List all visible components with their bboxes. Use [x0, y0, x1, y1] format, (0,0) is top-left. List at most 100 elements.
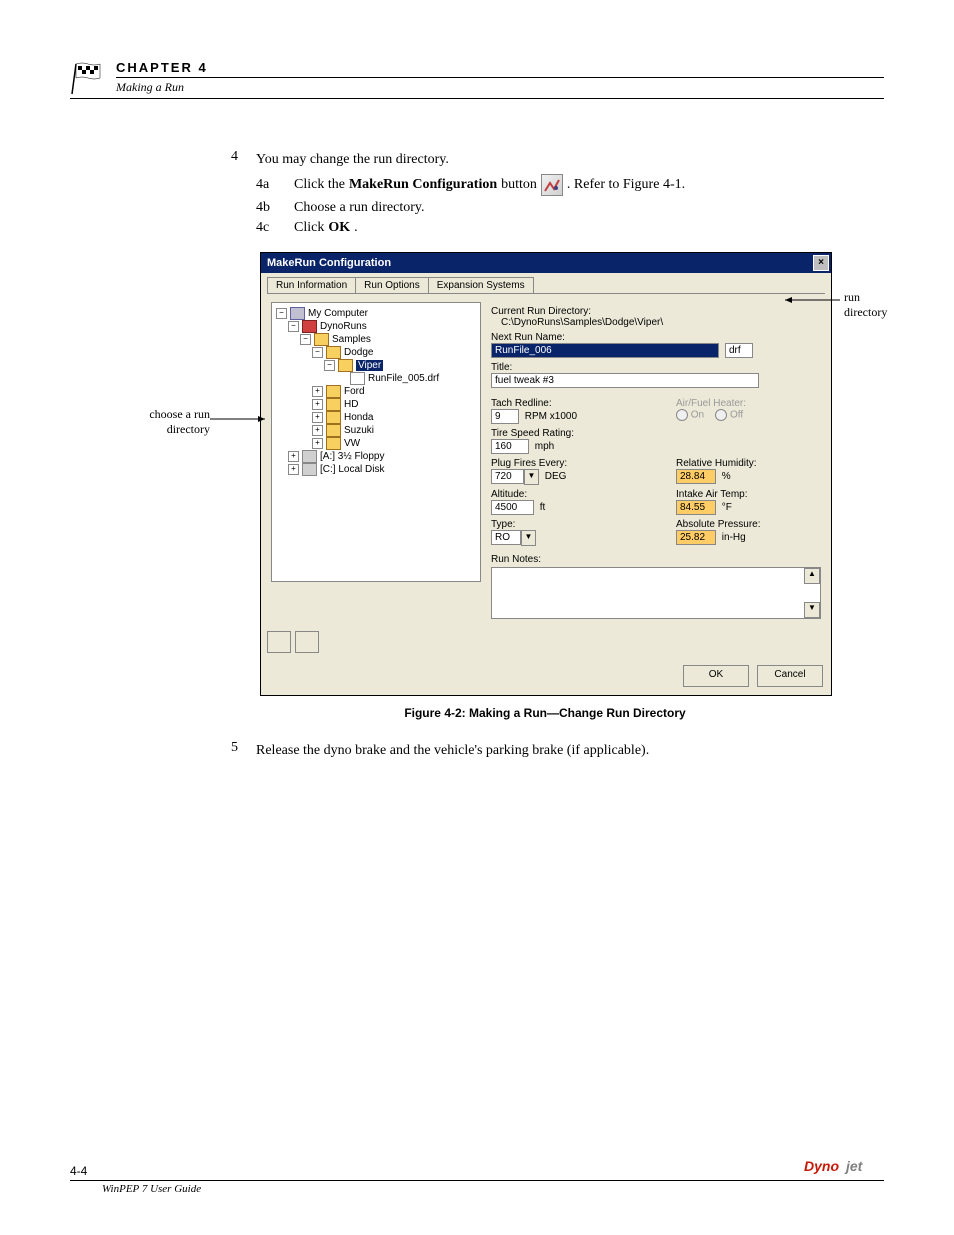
floppy-icon — [302, 450, 317, 463]
dialog-title: MakeRun Configuration — [267, 257, 391, 269]
collapse-icon[interactable]: − — [276, 308, 287, 319]
expand-icon[interactable]: + — [312, 386, 323, 397]
scroll-up-icon[interactable]: ▲ — [804, 568, 820, 584]
page-header: CHAPTER 4 Making a Run — [70, 60, 884, 99]
page-footer: 4-4 Dyno jet WinPEP 7 User Guide — [70, 1161, 884, 1195]
toolbar-button-2[interactable] — [295, 631, 319, 653]
plug-units: DEG — [545, 471, 567, 482]
tree-node-selected[interactable]: Viper — [356, 360, 383, 371]
page-number: 4-4 — [70, 1164, 87, 1180]
tree-node[interactable]: [A:] 3½ Floppy — [320, 451, 384, 462]
callout-choose-directory: choose a run directory — [110, 407, 210, 437]
folder-icon — [326, 424, 341, 437]
tree-node[interactable]: Samples — [332, 334, 371, 345]
step-4b: 4b Choose a run directory. — [256, 200, 884, 216]
tree-node[interactable]: RunFile_005.drf — [368, 373, 439, 384]
dialog-footer: OK Cancel — [261, 657, 831, 695]
expand-icon[interactable]: + — [312, 425, 323, 436]
alt-input[interactable]: 4500 — [491, 500, 534, 515]
folder-icon — [326, 385, 341, 398]
text: . Refer to Figure 4-1. — [567, 177, 685, 193]
tab-run-options[interactable]: Run Options — [355, 277, 429, 293]
tire-label: Tire Speed Rating: — [491, 428, 821, 439]
file-icon — [350, 372, 365, 385]
alt-units: ft — [540, 502, 546, 513]
next-name-input[interactable]: RunFile_006 — [491, 343, 719, 358]
makerun-config-icon — [541, 174, 563, 196]
expand-icon[interactable]: + — [312, 438, 323, 449]
ext-input[interactable]: drf — [725, 343, 753, 358]
checkered-flag-icon — [70, 60, 106, 96]
radio-label: On — [691, 410, 704, 421]
tree-node[interactable]: HD — [344, 399, 358, 410]
intake-units: °F — [722, 502, 732, 513]
current-dir-value: C:\DynoRuns\Samples\Dodge\Viper\ — [501, 317, 821, 328]
abspress-input[interactable]: 25.82 — [676, 530, 716, 545]
tree-node[interactable]: Ford — [344, 386, 365, 397]
dropdown-icon[interactable]: ▼ — [521, 530, 536, 546]
tach-input[interactable]: 9 — [491, 409, 519, 424]
step-4: 4 You may change the run directory. — [220, 149, 884, 170]
relhum-label: Relative Humidity: — [676, 458, 821, 469]
substep-text: Click the MakeRun Configuration button .… — [294, 174, 884, 196]
type-input[interactable]: RO — [491, 530, 521, 545]
intake-label: Intake Air Temp: — [676, 489, 821, 500]
folder-icon — [302, 320, 317, 333]
notes-textarea[interactable]: ▲ ▼ — [491, 567, 821, 619]
plug-input[interactable]: 720 — [491, 469, 524, 484]
collapse-icon[interactable]: − — [288, 321, 299, 332]
step-num: 4 — [220, 149, 238, 170]
tree-node[interactable]: Dodge — [344, 347, 373, 358]
tree-node[interactable]: Suzuki — [344, 425, 374, 436]
scroll-down-icon[interactable]: ▼ — [804, 602, 820, 618]
folder-icon — [326, 411, 341, 424]
collapse-icon[interactable]: − — [300, 334, 311, 345]
relhum-units: % — [722, 471, 731, 482]
dialog-titlebar[interactable]: MakeRun Configuration × — [261, 253, 831, 273]
tab-expansion-systems[interactable]: Expansion Systems — [428, 277, 534, 293]
dropdown-icon[interactable]: ▼ — [524, 469, 539, 485]
tree-node[interactable]: DynoRuns — [320, 321, 367, 332]
ok-button[interactable]: OK — [683, 665, 749, 687]
substep-num: 4a — [256, 177, 276, 193]
tab-run-information[interactable]: Run Information — [267, 277, 356, 293]
text: . — [354, 220, 358, 236]
afheater-label: Air/Fuel Heater: — [676, 398, 821, 409]
dialog-tabs: Run Information Run Options Expansion Sy… — [261, 273, 831, 293]
tire-input[interactable]: 160 — [491, 439, 529, 454]
folder-icon — [314, 333, 329, 346]
run-info-form: Current Run Directory: C:\DynoRuns\Sampl… — [491, 302, 821, 619]
collapse-icon[interactable]: − — [324, 360, 335, 371]
expand-icon[interactable]: + — [288, 464, 299, 475]
header-rule — [116, 77, 884, 78]
expand-icon[interactable]: + — [288, 451, 299, 462]
abspress-units: in-Hg — [722, 532, 746, 543]
text: Click — [294, 220, 324, 236]
title-label: Title: — [491, 362, 821, 373]
tree-node[interactable]: Honda — [344, 412, 373, 423]
bold-text: MakeRun Configuration — [349, 177, 497, 193]
folder-icon — [326, 346, 341, 359]
directory-tree[interactable]: −My Computer −DynoRuns −Samples −Dodge −… — [271, 302, 481, 582]
cancel-button[interactable]: Cancel — [757, 665, 823, 687]
chapter-subtitle: Making a Run — [116, 80, 884, 95]
dynojet-logo: Dyno jet — [804, 1157, 884, 1180]
intake-input[interactable]: 84.55 — [676, 500, 716, 515]
radio-label: Off — [730, 410, 743, 421]
svg-text:jet: jet — [844, 1158, 864, 1174]
tree-node[interactable]: VW — [344, 438, 360, 449]
abspress-label: Absolute Pressure: — [676, 519, 821, 530]
tree-node[interactable]: My Computer — [308, 308, 368, 319]
tree-node[interactable]: [C:] Local Disk — [320, 464, 384, 475]
step-4a: 4a Click the MakeRun Configuration butto… — [256, 174, 884, 196]
folder-icon — [338, 359, 353, 372]
relhum-input[interactable]: 28.84 — [676, 469, 716, 484]
collapse-icon[interactable]: − — [312, 347, 323, 358]
toolbar-button-1[interactable] — [267, 631, 291, 653]
expand-icon[interactable]: + — [312, 412, 323, 423]
tach-label: Tach Redline: — [491, 398, 636, 409]
step-5: 5 Release the dyno brake and the vehicle… — [220, 740, 884, 761]
close-icon[interactable]: × — [813, 255, 829, 271]
title-input[interactable]: fuel tweak #3 — [491, 373, 759, 388]
expand-icon[interactable]: + — [312, 399, 323, 410]
